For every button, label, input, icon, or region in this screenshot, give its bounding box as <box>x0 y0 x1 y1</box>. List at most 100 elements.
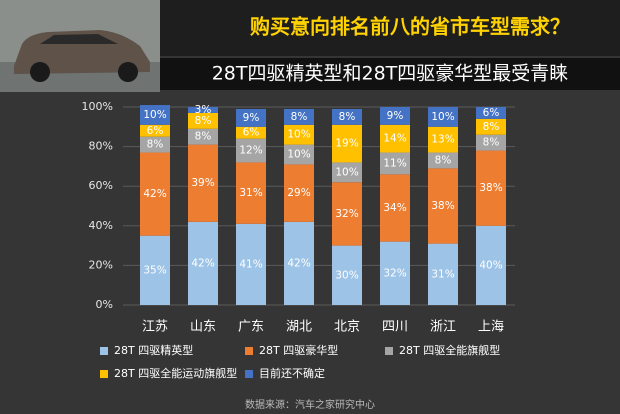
value-label: 34% <box>383 202 406 214</box>
value-label: 31% <box>431 268 454 280</box>
value-label: 9% <box>387 110 404 122</box>
y-tick-label: 80% <box>89 140 113 153</box>
value-label: 11% <box>383 157 406 169</box>
bar-segment <box>140 136 170 153</box>
legend-swatch <box>245 347 253 355</box>
value-label: 8% <box>291 111 308 123</box>
value-label: 19% <box>335 138 358 150</box>
bar-segment <box>380 174 410 242</box>
car-photo <box>0 0 160 92</box>
bar-segment <box>236 223 266 305</box>
value-label: 8% <box>483 137 500 149</box>
value-label: 13% <box>431 134 454 146</box>
x-tick-label: 山东 <box>190 320 216 335</box>
value-label: 42% <box>191 257 214 269</box>
legend-swatch <box>245 370 253 378</box>
bar-segment <box>188 144 218 222</box>
bar-segment <box>476 134 506 151</box>
bar-segment <box>476 107 506 119</box>
chart-title: 购买意向排名前八的省市车型需求？ <box>250 15 570 39</box>
value-label: 8% <box>147 139 164 151</box>
value-label: 8% <box>195 115 212 127</box>
legend-swatch <box>100 370 108 378</box>
y-tick-label: 20% <box>89 258 113 271</box>
legend-swatch <box>385 347 393 355</box>
value-label: 32% <box>383 267 406 279</box>
chart-subtitle: 28T四驱精英型和28T四驱豪华型最受青睐 <box>212 63 569 85</box>
subtitle-band <box>160 58 620 90</box>
value-label: 10% <box>335 166 358 178</box>
bar-segment <box>140 105 170 125</box>
bar-segment <box>284 144 314 165</box>
value-label: 6% <box>147 125 164 137</box>
value-label: 3% <box>195 104 212 116</box>
value-label: 10% <box>287 149 310 161</box>
x-tick-label: 上海 <box>478 320 504 335</box>
y-tick-label: 100% <box>82 100 113 113</box>
bar-segment <box>140 124 170 137</box>
legend-label: 28T 四驱全能旗舰型 <box>399 343 500 357</box>
bar-segment <box>188 107 218 113</box>
bar-segment <box>380 152 410 175</box>
bar-segment <box>140 235 170 305</box>
value-label: 6% <box>483 107 500 119</box>
bar-segment <box>380 124 410 153</box>
x-tick-label: 浙江 <box>430 320 456 335</box>
value-label: 35% <box>143 264 166 276</box>
bar-segment <box>188 112 218 129</box>
bar-segment <box>428 243 458 305</box>
bar-segment <box>476 225 506 305</box>
bar-segment <box>428 168 458 244</box>
value-label: 42% <box>143 188 166 200</box>
value-label: 38% <box>479 182 502 194</box>
bar-segment <box>428 107 458 127</box>
value-label: 10% <box>431 111 454 123</box>
value-label: 10% <box>143 109 166 121</box>
y-tick-label: 40% <box>89 219 113 232</box>
value-label: 30% <box>335 269 358 281</box>
bar-segment <box>380 107 410 125</box>
x-tick-label: 湖北 <box>286 320 312 335</box>
value-label: 31% <box>239 187 262 199</box>
value-label: 8% <box>483 121 500 133</box>
value-label: 6% <box>243 127 260 139</box>
value-label: 8% <box>435 154 452 166</box>
value-label: 12% <box>239 145 262 157</box>
x-tick-label: 四川 <box>382 320 408 335</box>
bar-segment <box>332 182 362 246</box>
value-label: 8% <box>195 131 212 143</box>
bar-segment <box>380 241 410 305</box>
value-label: 40% <box>479 259 502 271</box>
bar-segment <box>236 162 266 224</box>
source-note: 数据来源：汽车之家研究中心 <box>245 398 375 411</box>
value-label: 41% <box>239 258 262 270</box>
bar-segment <box>140 152 170 236</box>
y-tick-label: 0% <box>96 298 113 311</box>
value-label: 10% <box>287 129 310 141</box>
x-tick-label: 江苏 <box>142 319 168 335</box>
bar-segment <box>332 108 362 125</box>
bar-segment <box>188 128 218 145</box>
bar-segment <box>284 221 314 305</box>
bar-segment <box>428 126 458 153</box>
bar-segment <box>188 221 218 305</box>
legend-label: 28T 四驱全能运动旗舰型 <box>114 366 237 380</box>
x-tick-label: 北京 <box>334 320 360 335</box>
value-label: 29% <box>287 187 310 199</box>
bar-segment <box>476 118 506 135</box>
bar-segment <box>332 162 362 183</box>
value-label: 39% <box>191 177 214 189</box>
bar-segment <box>236 126 266 139</box>
bar-segment <box>236 108 266 127</box>
legend-label: 目前还不确定 <box>259 366 325 380</box>
bar-segment <box>284 108 314 125</box>
x-tick-label: 广东 <box>238 320 264 335</box>
bar-segment <box>332 124 362 163</box>
y-tick-label: 60% <box>89 179 113 192</box>
value-label: 14% <box>383 133 406 145</box>
bar-segment <box>428 152 458 169</box>
bar-segment <box>236 138 266 163</box>
value-label: 9% <box>243 112 260 124</box>
bar-segment <box>332 245 362 305</box>
